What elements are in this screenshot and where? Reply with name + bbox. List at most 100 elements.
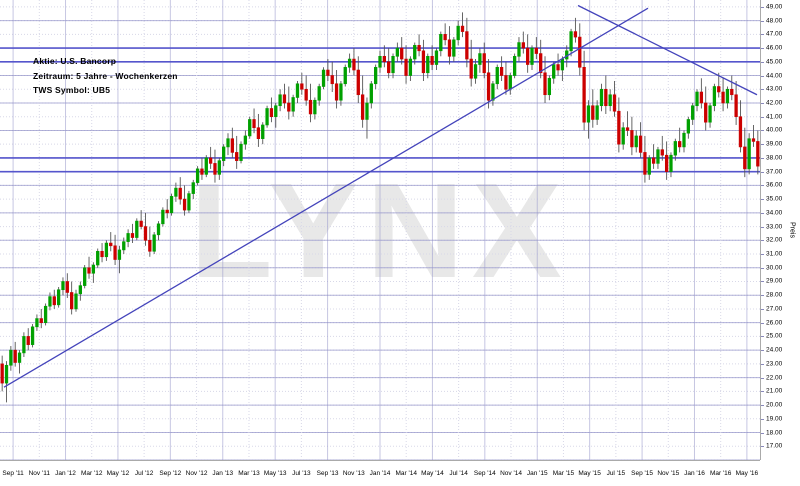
x-axis-tick: Jan '15: [526, 470, 548, 477]
x-axis-tick: Sep '11: [2, 470, 24, 477]
x-axis-tick: Sep '12: [159, 470, 182, 477]
y-axis-tick: 42.00: [766, 99, 783, 107]
y-axis-tick-mark: [760, 34, 764, 36]
y-axis-tick: 33.00: [766, 223, 783, 231]
falling-trendline: [577, 4, 758, 96]
x-axis-tick: May '15: [578, 470, 601, 477]
y-axis-tick: 32.00: [766, 236, 783, 244]
x-axis-tick: Jul '12: [134, 470, 154, 477]
y-axis-spine: [760, 0, 761, 460]
x-axis-tick: Sep '14: [473, 470, 496, 477]
x-axis-tick: Nov '15: [657, 470, 680, 477]
y-axis-tick: 49.00: [766, 3, 783, 11]
y-axis-tick: 31.00: [766, 250, 783, 258]
y-axis-tick-mark: [760, 336, 764, 338]
y-axis-tick-mark: [760, 171, 764, 173]
x-axis-tick: Jul '14: [449, 470, 468, 477]
y-axis-tick: 25.00: [766, 332, 783, 340]
y-axis-tick-mark: [760, 89, 764, 91]
y-axis-tick: 38.00: [766, 154, 783, 162]
y-axis-tick: 26.00: [766, 319, 783, 327]
y-axis-tick: 20.00: [766, 401, 783, 409]
y-axis-tick: 23.00: [766, 360, 783, 368]
y-axis-tick: 47.00: [766, 30, 783, 38]
y-axis-tick: 48.00: [766, 17, 783, 25]
y-axis-tick: 40.00: [766, 126, 783, 134]
annotation-line-stock: Aktie: U.S. Bancorp: [33, 56, 117, 66]
y-axis-tick: 41.00: [766, 113, 783, 121]
x-axis-tick: Jan '13: [212, 470, 234, 477]
y-axis-tick: 45.00: [766, 58, 783, 66]
y-axis-tick-mark: [760, 199, 764, 201]
x-axis-tick: Nov '12: [185, 470, 208, 477]
y-axis-tick-mark: [760, 254, 764, 256]
y-axis-tick-mark: [760, 61, 764, 63]
y-axis-tick-mark: [760, 405, 764, 407]
trendlines: [3, 4, 758, 388]
y-axis-tick: 39.00: [766, 140, 783, 148]
y-axis-tick-mark: [760, 144, 764, 146]
y-axis-tick-mark: [760, 157, 764, 159]
y-axis-tick-mark: [760, 102, 764, 104]
y-axis-tick-mark: [760, 391, 764, 393]
candlestick-canvas: [0, 0, 760, 460]
y-axis-tick: 36.00: [766, 181, 783, 189]
x-axis-tick: Mar '15: [552, 470, 575, 477]
y-axis-tick-mark: [760, 75, 764, 77]
y-axis-tick-mark: [760, 295, 764, 297]
chart-annotation: Aktie: U.S. Bancorp Zeitraum: 5 Jahre - …: [33, 54, 178, 98]
y-axis-tick-mark: [760, 281, 764, 283]
y-axis-tick-mark: [760, 20, 764, 22]
y-axis-tick-mark: [760, 48, 764, 50]
y-axis-tick-mark: [760, 130, 764, 132]
y-axis-tick-mark: [760, 446, 764, 448]
y-axis-tick: 44.00: [766, 72, 783, 80]
x-axis-tick: Jan '14: [369, 470, 391, 477]
annotation-line-period: Zeitraum: 5 Jahre - Wochenkerzen: [33, 70, 178, 81]
x-axis-tick: Mar '13: [238, 470, 260, 477]
y-axis-tick: 34.00: [766, 209, 783, 217]
y-axis-tick: 46.00: [766, 44, 783, 52]
y-axis-tick-mark: [760, 432, 764, 434]
y-axis-tick: 29.00: [766, 277, 783, 285]
x-axis-tick: Mar '12: [80, 470, 103, 477]
x-axis-tick: Nov '13: [342, 470, 365, 477]
y-axis-tick-mark: [760, 363, 764, 365]
y-axis-tick-mark: [760, 6, 764, 8]
y-axis-tick: 22.00: [766, 374, 783, 382]
y-axis-tick: 27.00: [766, 305, 783, 313]
x-axis-tick: Nov '11: [28, 470, 50, 477]
x-axis-tick: Jul '13: [292, 470, 311, 477]
x-axis-tick: Jul '15: [606, 470, 626, 477]
y-axis-tick-mark: [760, 185, 764, 187]
y-axis-tick: 43.00: [766, 85, 783, 93]
x-axis-tick: Jan '16: [684, 470, 705, 477]
x-axis-tick: Sep '13: [316, 470, 339, 477]
y-axis-tick: 30.00: [766, 264, 783, 272]
x-axis-tick: Mar '14: [395, 470, 417, 477]
y-axis-tick-mark: [760, 267, 764, 269]
y-axis-tick-mark: [760, 116, 764, 118]
x-axis-tick: Mar '16: [709, 470, 732, 477]
rising-trendline: [3, 7, 649, 388]
x-axis-tick: Jan '12: [55, 470, 76, 477]
y-axis-tick: 24.00: [766, 346, 783, 354]
y-axis-title: Preis: [788, 222, 796, 238]
x-axis-spine: [0, 460, 760, 461]
x-axis-tick: Sep '15: [631, 470, 653, 477]
x-axis-tick: May '13: [263, 470, 287, 477]
candles: [0, 12, 760, 403]
y-axis-tick: 35.00: [766, 195, 783, 203]
x-axis-tick: May '14: [421, 470, 444, 477]
y-axis-tick: 18.00: [766, 429, 783, 437]
x-axis-tick: May '12: [106, 470, 130, 477]
y-axis-tick-mark: [760, 350, 764, 352]
y-axis-tick: 19.00: [766, 415, 783, 423]
y-axis-tick-mark: [760, 240, 764, 242]
y-axis-tick-mark: [760, 418, 764, 420]
y-axis-tick-mark: [760, 377, 764, 379]
y-axis-tick-mark: [760, 308, 764, 310]
y-axis-tick: 28.00: [766, 291, 783, 299]
gridlines-vertical: [12, 0, 748, 460]
